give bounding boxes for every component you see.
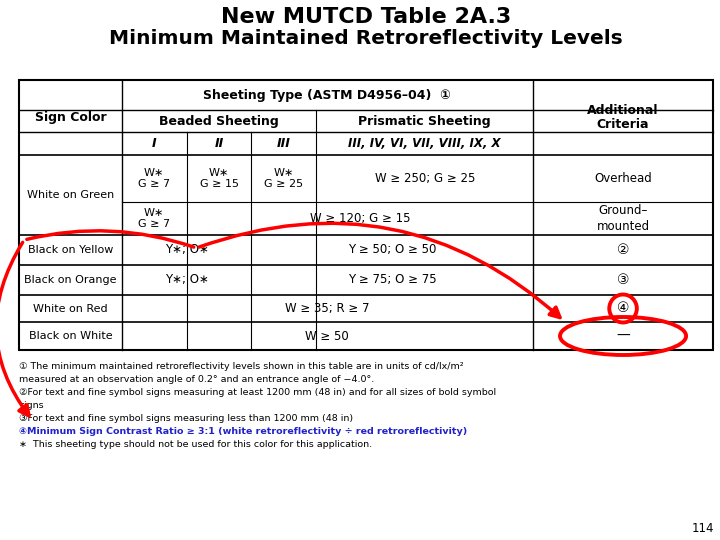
Text: III: III — [277, 137, 291, 150]
Text: Additional
Criteria: Additional Criteria — [588, 104, 659, 132]
Text: III, IV, VI, VII, VIII, IX, X: III, IV, VI, VII, VIII, IX, X — [348, 137, 501, 150]
Text: measured at an observation angle of 0.2° and an entrance angle of −4.0°.: measured at an observation angle of 0.2°… — [19, 375, 374, 384]
Text: ∗  This sheeting type should not be used for this color for this application.: ∗ This sheeting type should not be used … — [19, 440, 372, 449]
Text: Black on Yellow: Black on Yellow — [27, 245, 113, 255]
Text: ②: ② — [617, 243, 629, 257]
Text: ③: ③ — [617, 273, 629, 287]
Text: W ≥ 120; G ≥ 15: W ≥ 120; G ≥ 15 — [310, 212, 410, 225]
Text: ④Minimum Sign Contrast Ratio ≥ 3:1 (white retroreflectivity ÷ red retroreflectiv: ④Minimum Sign Contrast Ratio ≥ 3:1 (whit… — [19, 427, 467, 436]
Text: ④: ④ — [617, 301, 629, 315]
Text: W ≥ 250; G ≥ 25: W ≥ 250; G ≥ 25 — [374, 172, 475, 185]
Text: ① The minimum maintained retroreflectivity levels shown in this table are in uni: ① The minimum maintained retroreflectivi… — [19, 362, 464, 371]
Text: W∗
G ≥ 15: W∗ G ≥ 15 — [199, 168, 238, 190]
Text: White on Green: White on Green — [27, 190, 114, 200]
Bar — [19, 80, 713, 350]
Text: Y ≥ 50; O ≥ 50: Y ≥ 50; O ≥ 50 — [348, 244, 436, 256]
Text: White on Red: White on Red — [33, 303, 108, 314]
Text: ②For text and fine symbol signs measuring at least 1200 mm (48 in) and for all s: ②For text and fine symbol signs measurin… — [19, 388, 496, 397]
Text: Sign Color: Sign Color — [35, 111, 106, 124]
Text: Y∗; O∗: Y∗; O∗ — [165, 273, 209, 287]
Text: Prismatic Sheeting: Prismatic Sheeting — [359, 114, 491, 127]
Text: 114: 114 — [692, 522, 714, 535]
Text: —: — — [616, 329, 630, 343]
Text: W∗
G ≥ 25: W∗ G ≥ 25 — [264, 168, 304, 190]
Text: W∗
G ≥ 7: W∗ G ≥ 7 — [138, 208, 170, 230]
Text: I: I — [152, 137, 156, 150]
Text: Overhead: Overhead — [594, 172, 652, 185]
Text: Y ≥ 75; O ≥ 75: Y ≥ 75; O ≥ 75 — [348, 273, 436, 287]
Text: Y∗; O∗: Y∗; O∗ — [165, 244, 209, 256]
Text: Black on White: Black on White — [29, 331, 112, 341]
Text: II: II — [215, 137, 224, 150]
Text: W∗
G ≥ 7: W∗ G ≥ 7 — [138, 168, 170, 190]
Text: Ground–
mounted: Ground– mounted — [596, 205, 649, 233]
Text: Sheeting Type (ASTM D4956–04)  ①: Sheeting Type (ASTM D4956–04) ① — [203, 89, 451, 102]
Text: signs: signs — [19, 401, 44, 410]
Text: ③For text and fine symbol signs measuring less than 1200 mm (48 in): ③For text and fine symbol signs measurin… — [19, 414, 354, 423]
Text: Beaded Sheeting: Beaded Sheeting — [159, 114, 279, 127]
Text: Minimum Maintained Retroreflectivity Levels: Minimum Maintained Retroreflectivity Lev… — [109, 29, 623, 48]
Text: New MUTCD Table 2A.3: New MUTCD Table 2A.3 — [220, 7, 510, 27]
Text: Black on Orange: Black on Orange — [24, 275, 117, 285]
Text: W ≥ 35; R ≥ 7: W ≥ 35; R ≥ 7 — [285, 302, 369, 315]
Text: W ≥ 50: W ≥ 50 — [305, 329, 349, 342]
